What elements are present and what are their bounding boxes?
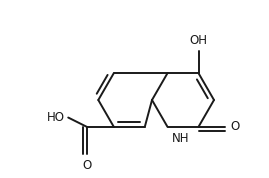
Text: O: O [82,159,91,172]
Text: HO: HO [47,111,65,124]
Text: O: O [231,120,240,133]
Text: OH: OH [189,34,207,47]
Text: NH: NH [172,132,189,145]
